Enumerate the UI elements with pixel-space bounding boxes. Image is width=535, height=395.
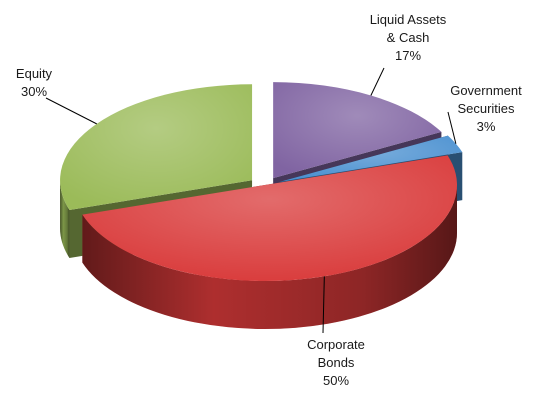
slice-side-shade-2-0: [82, 185, 457, 330]
pie-slice-shine-2: [82, 155, 457, 281]
slice-label-0: Liquid Assets & Cash 17%: [370, 12, 447, 63]
slice-label-3: Equity 30%: [16, 66, 53, 99]
leader-line-3: [45, 97, 97, 125]
slice-name-line-1-0: Government: [450, 83, 522, 98]
pie-slice-shine-1: [279, 135, 463, 182]
slice-value-label-3: 30%: [21, 84, 47, 99]
slice-name-line-2-1: Bonds: [318, 355, 355, 370]
pie-slice-shine-3: [60, 84, 253, 210]
slice-labels: Liquid Assets & Cash 17% Government Securiti…: [16, 12, 522, 388]
slice-side-shade-3-0: [60, 180, 70, 258]
leader-line-2: [322, 276, 325, 334]
pie-slices: [60, 82, 463, 330]
slice-label-2: Corporate Bonds 50%: [307, 337, 365, 388]
leader-line-0: [370, 67, 385, 96]
slice-name-line-3-0: Equity: [16, 66, 53, 81]
slice-value-label-0: 17%: [395, 48, 421, 63]
slice-value-label-2: 50%: [323, 373, 349, 388]
slice-name-line-2-0: Corporate: [307, 337, 365, 352]
slice-name-line-1-1: Securities: [457, 101, 515, 116]
leader-line-1: [447, 111, 457, 144]
slice-value-label-1: 3%: [477, 119, 496, 134]
slice-label-1: Government Securities 3%: [450, 83, 522, 134]
pie-slice-shine-0: [273, 82, 442, 179]
slice-name-line-0-1: & Cash: [387, 30, 430, 45]
slice-name-line-0-0: Liquid Assets: [370, 12, 447, 27]
leader-lines: [45, 67, 457, 334]
